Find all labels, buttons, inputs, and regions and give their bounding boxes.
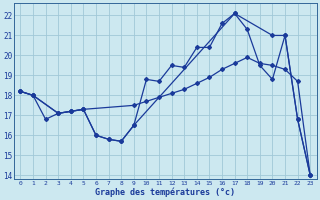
X-axis label: Graphe des températures (°c): Graphe des températures (°c) [95,187,235,197]
